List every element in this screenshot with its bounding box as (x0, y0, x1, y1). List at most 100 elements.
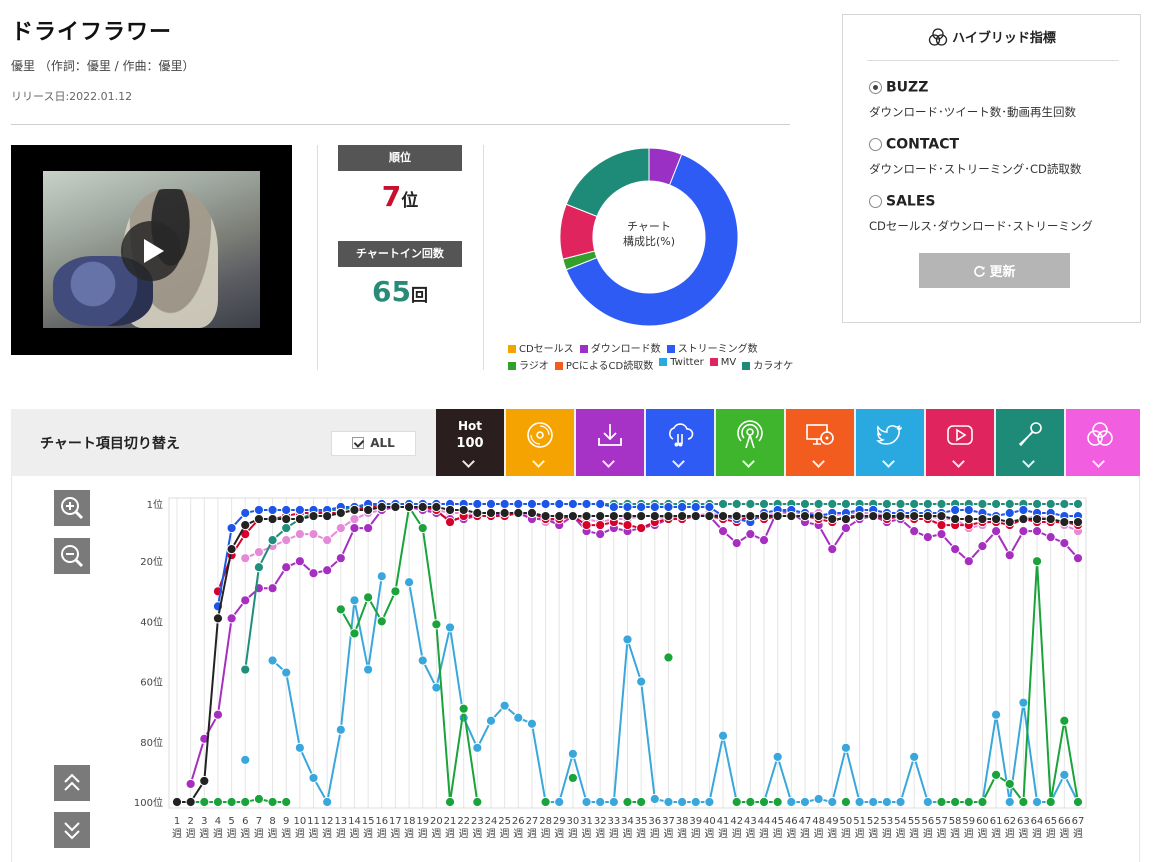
data-point[interactable] (1018, 697, 1029, 708)
data-point[interactable] (267, 796, 278, 808)
data-point[interactable] (526, 507, 538, 519)
data-point[interactable] (1031, 513, 1043, 525)
data-point[interactable] (349, 595, 360, 606)
data-point[interactable] (185, 796, 196, 808)
data-point[interactable] (526, 498, 538, 510)
data-point[interactable] (963, 796, 974, 808)
radio-dot[interactable] (869, 138, 882, 151)
data-point[interactable] (567, 748, 578, 759)
data-point[interactable] (799, 510, 811, 522)
data-point[interactable] (704, 796, 715, 808)
data-point[interactable] (622, 796, 633, 808)
data-point[interactable] (813, 793, 824, 805)
data-point[interactable] (472, 498, 483, 510)
data-point[interactable] (936, 796, 947, 808)
data-point[interactable] (636, 522, 647, 534)
data-point[interactable] (786, 510, 797, 522)
data-point[interactable] (622, 510, 633, 522)
data-point[interactable] (990, 525, 1002, 537)
data-point[interactable] (936, 510, 947, 522)
data-point[interactable] (253, 793, 265, 805)
data-point[interactable] (663, 510, 674, 522)
data-point[interactable] (294, 556, 305, 567)
data-point[interactable] (281, 796, 292, 808)
radio-contact[interactable]: CONTACT ダウンロード･ストリーミング･CD読取数 (869, 134, 1119, 177)
data-point[interactable] (554, 796, 565, 808)
data-point[interactable] (431, 501, 442, 513)
data-point[interactable] (786, 796, 797, 808)
data-point[interactable] (212, 796, 224, 808)
data-point[interactable] (253, 547, 265, 558)
data-point[interactable] (349, 513, 360, 525)
data-point[interactable] (1059, 769, 1070, 781)
data-point[interactable] (1072, 516, 1084, 528)
data-point[interactable] (1004, 498, 1015, 510)
data-point[interactable] (226, 613, 237, 624)
data-point[interactable] (444, 622, 456, 633)
data-point[interactable] (881, 796, 892, 808)
tab-radio[interactable] (716, 409, 784, 476)
all-checkbox[interactable]: ALL (331, 431, 416, 456)
video-thumbnail[interactable] (11, 145, 292, 355)
data-point[interactable] (1045, 532, 1056, 543)
data-point[interactable] (240, 553, 251, 564)
data-point[interactable] (281, 562, 292, 573)
data-point[interactable] (963, 504, 974, 516)
data-point[interactable] (1031, 498, 1043, 510)
data-point[interactable] (1004, 507, 1015, 519)
data-point[interactable] (363, 592, 374, 603)
data-point[interactable] (240, 595, 251, 606)
data-point[interactable] (1018, 504, 1029, 516)
data-point[interactable] (717, 510, 729, 522)
data-point[interactable] (240, 507, 251, 519)
data-point[interactable] (977, 541, 988, 552)
data-point[interactable] (1018, 513, 1029, 525)
data-point[interactable] (267, 504, 278, 516)
data-point[interactable] (349, 504, 360, 516)
tab-pc-read[interactable] (786, 409, 854, 476)
data-point[interactable] (1059, 498, 1070, 510)
data-point[interactable] (881, 498, 892, 510)
tab-cd[interactable] (506, 409, 574, 476)
data-point[interactable] (813, 498, 824, 510)
data-point[interactable] (431, 619, 442, 630)
data-point[interactable] (485, 507, 497, 519)
data-point[interactable] (827, 544, 838, 555)
data-point[interactable] (444, 504, 456, 516)
data-point[interactable] (281, 522, 292, 534)
data-point[interactable] (840, 498, 852, 510)
data-point[interactable] (1004, 516, 1015, 528)
data-point[interactable] (294, 529, 305, 540)
data-point[interactable] (567, 498, 578, 510)
data-point[interactable] (1018, 525, 1029, 537)
data-point[interactable] (772, 510, 783, 522)
data-point[interactable] (595, 529, 606, 540)
data-point[interactable] (581, 796, 592, 808)
data-point[interactable] (1059, 715, 1070, 726)
data-point[interactable] (526, 718, 538, 729)
data-point[interactable] (936, 519, 947, 531)
data-point[interactable] (513, 712, 524, 723)
data-point[interactable] (308, 510, 319, 522)
data-point[interactable] (581, 519, 592, 531)
data-point[interactable] (267, 535, 278, 546)
tab-streaming[interactable] (646, 409, 714, 476)
data-point[interactable] (840, 513, 852, 525)
radio-buzz[interactable]: BUZZ ダウンロード･ツイート数･動画再生回数 (869, 77, 1119, 120)
data-point[interactable] (813, 510, 824, 522)
scroll-top-button[interactable] (54, 765, 90, 801)
data-point[interactable] (1072, 796, 1084, 808)
data-point[interactable] (212, 709, 224, 720)
data-point[interactable] (226, 796, 237, 808)
data-point[interactable] (636, 796, 647, 808)
data-point[interactable] (868, 510, 879, 522)
data-point[interactable] (363, 664, 374, 675)
zoom-out-button[interactable] (54, 538, 90, 574)
data-point[interactable] (1072, 498, 1084, 510)
data-point[interactable] (294, 742, 305, 753)
data-point[interactable] (677, 510, 688, 522)
data-point[interactable] (895, 510, 906, 522)
data-point[interactable] (1045, 796, 1056, 808)
data-point[interactable] (376, 571, 387, 582)
data-point[interactable] (663, 652, 674, 663)
